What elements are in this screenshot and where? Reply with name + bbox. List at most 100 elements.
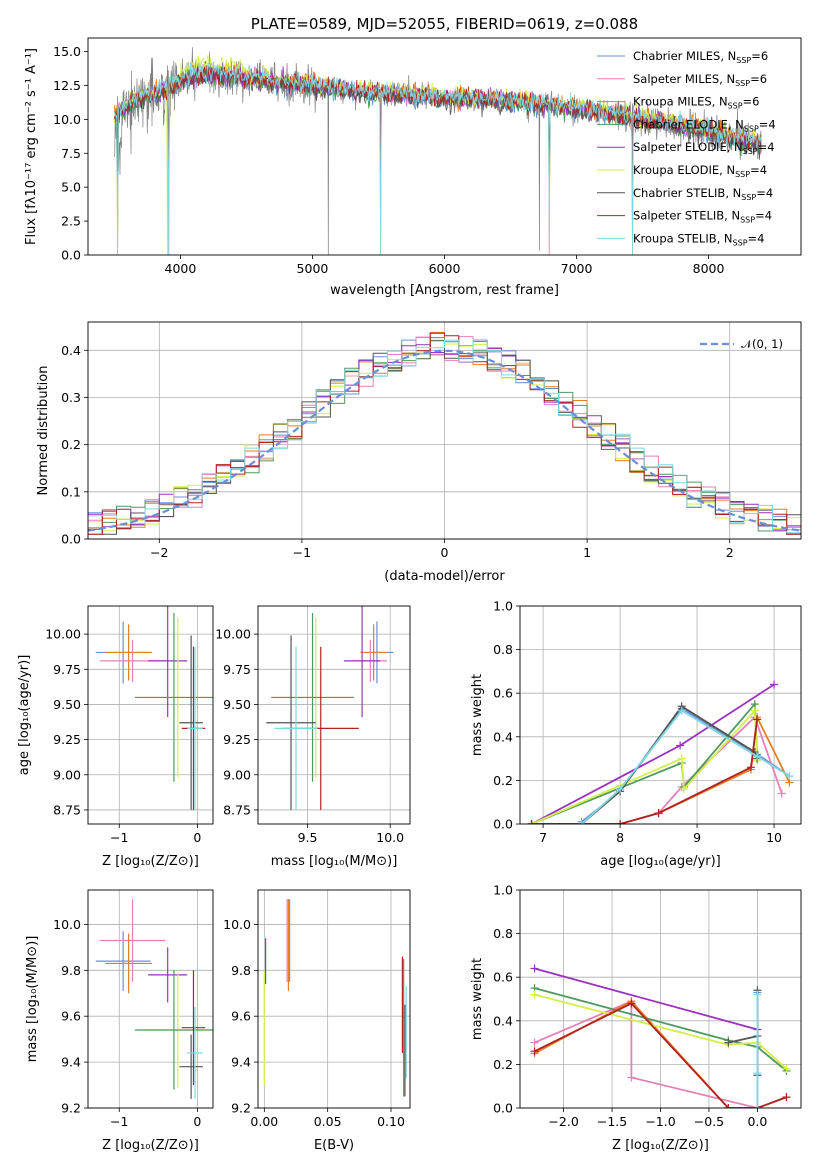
weight-marker (677, 754, 686, 763)
legend-entry-5: Kroupa ELODIE, NSSP=4 (633, 163, 767, 179)
x-tick-label: 8000 (693, 261, 725, 276)
x-tick-label: −1 (110, 1114, 128, 1129)
y-tick-label: 15.0 (53, 44, 81, 59)
weight-marker (627, 999, 636, 1008)
weight-marker (654, 809, 663, 818)
weight-marker (679, 785, 688, 794)
y-tick-label: 10.0 (53, 112, 81, 127)
x-axis-label: (data-model)/error (384, 569, 505, 584)
weight-marker (677, 706, 686, 715)
legend-entry-3: Chabrier ELODIE, NSSP=4 (633, 117, 776, 133)
model-spectrum-0 (114, 66, 762, 199)
x-axis-label: Z [log₁₀(Z/Z⊙)] (612, 1138, 709, 1153)
y-tick-label: 0.8 (493, 926, 513, 941)
x-tick-label: −1.5 (597, 1114, 627, 1129)
y-tick-label: 0.2 (493, 1057, 513, 1072)
weight-marker (530, 990, 539, 999)
x-tick-label: 8 (616, 830, 624, 845)
histogram-7 (88, 332, 801, 535)
weight-marker (782, 1093, 791, 1102)
y-tick-label: 0.0 (61, 248, 81, 263)
y-tick-label: 0.6 (493, 686, 513, 701)
weight-marker (753, 752, 762, 761)
y-axis-label: mass weight (470, 958, 485, 1040)
x-tick-label: 10 (766, 830, 782, 845)
legend-entry-7: Salpeter STELIB, NSSP=4 (633, 209, 772, 225)
x-tick-label: −1.0 (645, 1114, 675, 1129)
weight-marker (627, 1073, 636, 1082)
y-tick-label: 1.0 (493, 883, 513, 898)
axes-mass_vs_Z: −1 0 9.2 9.4 9.6 9.8 10.0 Z [log₁₀(Z/Z⊙)] mass [… (25, 889, 214, 1153)
axes-frame (87, 605, 214, 825)
x-tick-label: 9 (693, 830, 701, 845)
weight-marker (753, 715, 762, 724)
legend-entry-1: Salpeter MILES, NSSP=6 (633, 72, 767, 88)
weight-marker (530, 1038, 539, 1047)
legend-entry-2: Kroupa MILES, NSSP=6 (633, 95, 759, 111)
weight-marker (616, 820, 625, 824)
x-axis-label: wavelength [Angstrom, rest frame] (330, 283, 559, 298)
axes-frame (257, 889, 411, 1109)
weight-marker (777, 789, 786, 798)
y-axis-label: Flux [fλ10⁻¹⁷ erg cm⁻² s⁻¹ A⁻¹] (24, 48, 39, 245)
axes-frame (257, 605, 411, 825)
y-tick-label: 0.8 (493, 642, 513, 657)
y-tick-label: 9.75 (53, 662, 81, 677)
axes-age_vs_Z: −1 0 8.75 9.00 9.25 9.50 9.75 10.00 Z [log₁₀(Z/Z… (17, 605, 214, 869)
x-axis-label: mass [log₁₀(M/M⊙)] (271, 854, 398, 869)
y-tick-label: 8.75 (223, 802, 251, 817)
y-tick-label: 9.00 (53, 767, 81, 782)
x-tick-label: 0 (193, 1114, 201, 1129)
axes-frame (87, 37, 802, 256)
axes-weight_vs_Z: −2.0 −1.5 −1.0 −0.5 0.0 0.0 0.2 0.4 0.6 0.8 1.0 Z [… (470, 883, 802, 1153)
x-tick-label: 0 (193, 830, 201, 845)
x-tick-label: 1 (583, 545, 591, 560)
axes-frame (519, 605, 802, 825)
weight-series-5 (534, 993, 788, 1070)
y-tick-label: 2.5 (61, 214, 81, 229)
model-spectrum-7 (114, 65, 762, 199)
legend-entry-normal: 𝒩(0, 1) (741, 337, 783, 351)
x-tick-label: −2 (150, 545, 168, 560)
axes-spectrum: 4000 5000 6000 7000 8000 0.0 2.5 5.0 7.5 10.0 12.5… (24, 15, 802, 298)
y-tick-label: 0.4 (493, 729, 513, 744)
y-tick-label: 0.3 (61, 390, 81, 405)
y-tick-label: 9.4 (61, 1055, 81, 1070)
x-tick-label: 2 (726, 545, 734, 560)
weight-series-6 (728, 990, 759, 1076)
y-tick-label: 0.6 (493, 970, 513, 985)
histogram-8 (88, 339, 801, 534)
y-tick-label: 0.2 (61, 437, 81, 452)
weight-marker (782, 1064, 791, 1073)
histograms (88, 332, 801, 535)
weight-series-2 (531, 714, 791, 824)
y-axis-label: age [log₁₀(age/yr)] (17, 655, 32, 776)
y-axis-label: mass [log₁₀(M/M⊙)] (25, 936, 40, 1063)
legend-entry-4: Salpeter ELODIE, NSSP=4 (633, 140, 775, 156)
y-tick-label: 1.0 (493, 599, 513, 614)
x-axis-label: E(B-V) (314, 1138, 354, 1153)
weight-marker (530, 1047, 539, 1056)
weight-series-7 (534, 1002, 787, 1108)
errorbars (263, 899, 407, 1097)
weight-marker (724, 1038, 733, 1047)
weight-marker (753, 1104, 762, 1108)
y-tick-label: 9.2 (61, 1101, 81, 1116)
x-tick-label: 4000 (165, 261, 197, 276)
y-tick-label: 10.0 (53, 917, 81, 932)
weight-marker (530, 964, 539, 973)
weight-lines (530, 964, 791, 1108)
weight-marker (750, 706, 759, 715)
y-tick-label: 0.0 (493, 817, 513, 832)
weight-marker (676, 741, 685, 750)
axes-frame (87, 889, 214, 1109)
y-tick-label: 9.50 (53, 697, 81, 712)
axes-mass_vs_ebv: 0.00 0.05 0.10 9.2 9.4 9.6 9.8 10.0 E(B-V) (223, 889, 411, 1153)
y-tick-label: 9.75 (223, 662, 251, 677)
axes-residuals: −2 −1 0 1 2 0.0 0.1 0.2 0.3 0.4 (data-model)/error… (36, 321, 802, 584)
legend: Chabrier MILES, NSSP=6 Salpeter MILES, NS… (597, 49, 776, 247)
y-tick-label: 10.00 (45, 627, 81, 642)
normal-curve (88, 349, 801, 532)
y-tick-label: 0.4 (493, 1013, 513, 1028)
